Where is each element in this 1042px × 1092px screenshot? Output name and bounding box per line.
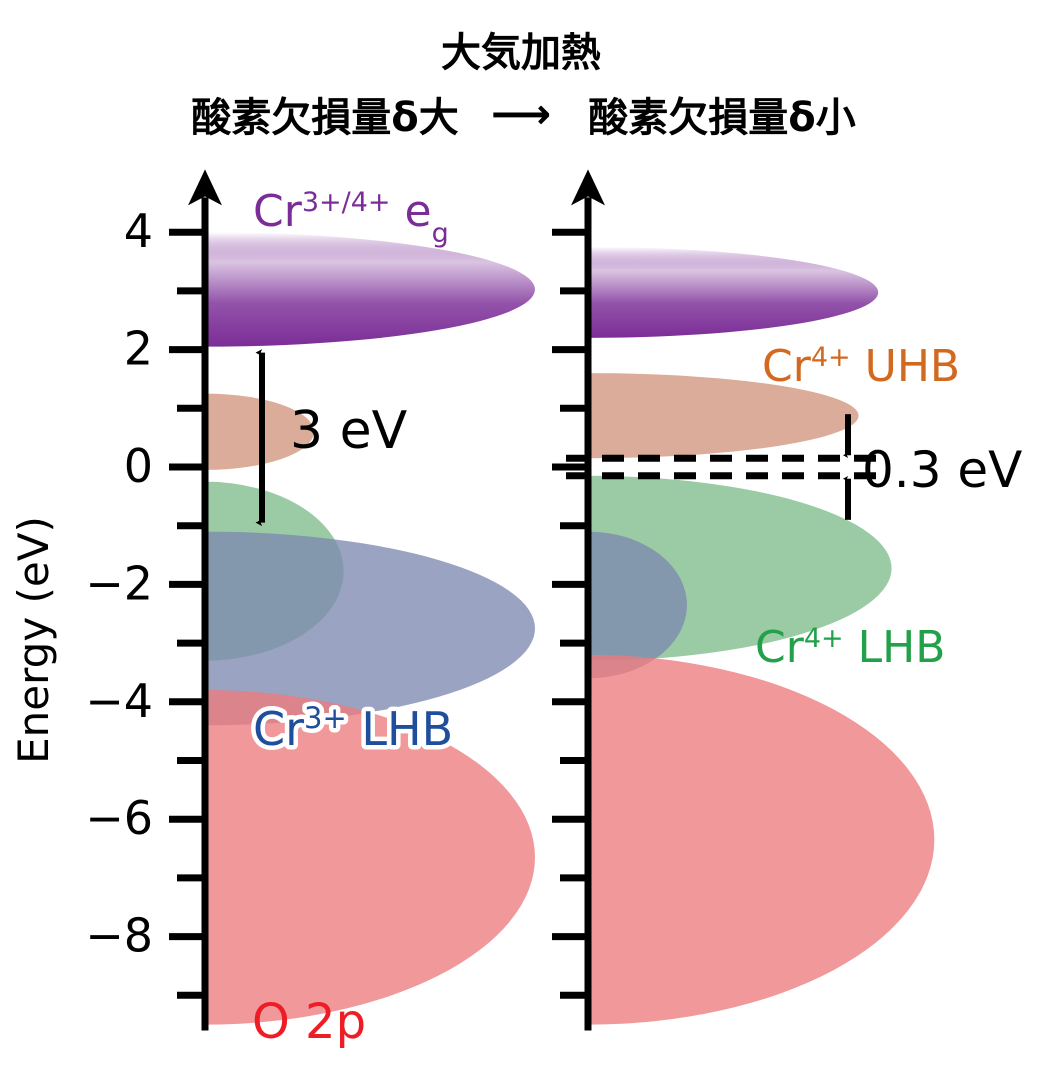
axis-left: 4 2 0 −2 −4 −6 −8 bbox=[85, 169, 222, 1031]
svg-text:Cr3+ LHB: Cr3+ LHB bbox=[253, 701, 453, 756]
band-cr3-4-eg bbox=[205, 232, 535, 347]
y-tick-label: −6 bbox=[85, 791, 153, 845]
svg-text:O 2p: O 2p bbox=[252, 994, 366, 1050]
arrow-right-icon: ⟶ bbox=[491, 89, 551, 138]
band-cr3-lhb bbox=[588, 531, 687, 679]
band-o-2p bbox=[588, 654, 935, 1025]
y-tick-label: −4 bbox=[85, 674, 153, 728]
label-cr4-lhb: Cr4+ LHB bbox=[755, 622, 945, 673]
subtitle-delta-large: 酸素欠損量δ大 bbox=[191, 95, 458, 141]
axis-right bbox=[552, 169, 605, 1031]
label-cr4-uhb: Cr4+ UHB bbox=[762, 341, 960, 392]
axis-arrow-icon bbox=[571, 169, 605, 206]
axis-arrow-icon bbox=[188, 169, 222, 206]
label-o2p: O 2p bbox=[252, 994, 366, 1050]
band-o-2p bbox=[205, 690, 535, 1025]
subtitle-delta-small: 酸素欠損量δ小 bbox=[588, 95, 855, 141]
y-tick-label: 0 bbox=[124, 439, 153, 493]
right-panel bbox=[588, 246, 935, 1025]
y-tick-label: 2 bbox=[124, 322, 153, 376]
svg-text:Cr4+ UHB: Cr4+ UHB bbox=[762, 341, 960, 392]
band-cr3-4-eg bbox=[588, 246, 879, 338]
y-tick-label: −8 bbox=[85, 909, 153, 963]
svg-text:Cr4+ LHB: Cr4+ LHB bbox=[755, 622, 945, 673]
title-heating: 大気加熱 bbox=[441, 30, 601, 76]
svg-text:Cr3+ LHB: Cr3+ LHB bbox=[253, 701, 453, 756]
band-cr3-lhb bbox=[205, 531, 535, 726]
left-panel bbox=[205, 232, 535, 1025]
gap-label-03ev: 0.3 eV bbox=[862, 441, 1022, 499]
gap-label-3ev: 3 eV bbox=[290, 401, 408, 461]
y-tick-label: −2 bbox=[85, 556, 153, 610]
y-tick-label: 4 bbox=[124, 204, 153, 258]
y-axis-title: Energy (eV) bbox=[9, 516, 58, 764]
label-eg-purple-left: Cr3+/4+ eg bbox=[253, 186, 449, 249]
svg-text:Cr3+/4+ eg: Cr3+/4+ eg bbox=[253, 186, 449, 249]
band-cr4-uhb bbox=[588, 373, 859, 459]
